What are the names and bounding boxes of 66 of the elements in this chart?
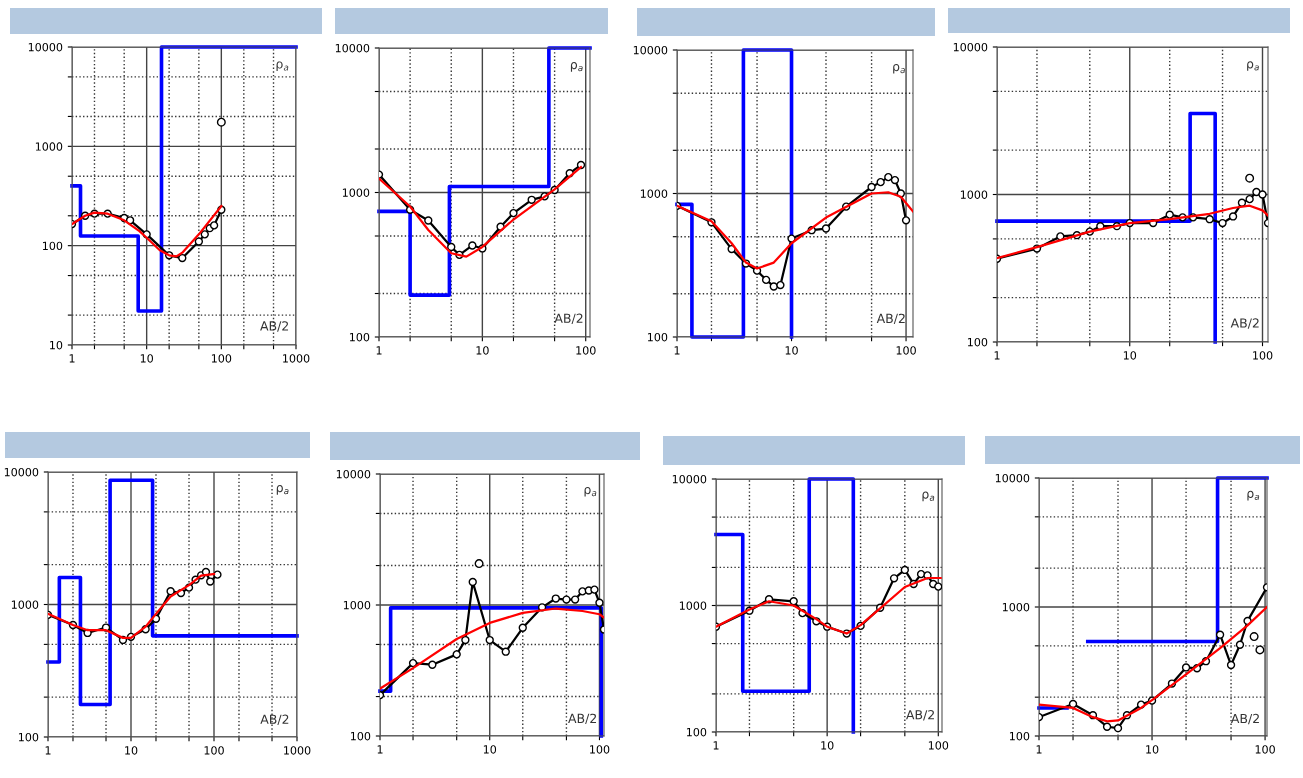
x-tick-label: 1000 (284, 746, 311, 755)
x-tick-label: 10 (1146, 745, 1159, 754)
annotation: AB/2 (906, 710, 934, 721)
y-tick-label: 10000 (336, 469, 371, 479)
y-tick-label: 100 (1009, 731, 1030, 741)
y-tick-label: 100 (349, 332, 370, 342)
x-tick-label: 100 (211, 354, 232, 363)
x-tick-label: 10 (476, 346, 489, 355)
x-tick-label: 10 (125, 746, 138, 755)
annotation: AB/2 (260, 321, 289, 332)
y-tick-label: 100 (967, 337, 988, 347)
annotation: ρ$_{a}$ (1247, 61, 1259, 71)
y-tick-label: 10000 (995, 473, 1030, 483)
x-tick-label: 10 (785, 346, 798, 355)
x-tick-label: 10 (483, 745, 497, 754)
x-tick-label: 10 (821, 741, 834, 750)
y-tick-label: 100 (18, 732, 39, 742)
y-tick-label: 10000 (953, 42, 988, 52)
annotation: AB/2 (554, 313, 583, 324)
annotation: ρ$_{a}$ (1247, 490, 1260, 501)
annotation: AB/2 (568, 713, 597, 725)
annotation: AB/2 (876, 313, 905, 325)
y-tick-label: 1000 (679, 601, 707, 610)
annotation: ρ$_{a}$ (276, 61, 289, 71)
x-tick-label: 1 (1036, 745, 1042, 754)
annotation: ρ$_{a}$ (893, 63, 905, 74)
x-tick-label: 100 (576, 346, 596, 355)
y-tick-label: 1000 (11, 600, 39, 609)
y-tick-label: 1000 (343, 600, 371, 610)
y-tick-label: 1000 (35, 142, 63, 151)
annotation: ρ$_{a}$ (570, 62, 583, 72)
annotation: ρ$_{a}$ (922, 491, 935, 502)
x-tick-label: 1 (69, 354, 75, 363)
annotation: ρ$_{a}$ (276, 485, 289, 495)
x-tick-label: 1 (376, 346, 382, 355)
y-tick-label: 100 (42, 241, 63, 251)
annotation: AB/2 (1230, 713, 1259, 725)
x-tick-label: 1000 (283, 354, 310, 363)
annotation: ρ$_{a}$ (584, 486, 597, 497)
x-tick-label: 1 (45, 746, 51, 755)
annotation: AB/2 (1230, 318, 1259, 329)
y-tick-label: 10000 (4, 467, 39, 477)
x-tick-label: 100 (896, 346, 916, 355)
y-tick-label: 1000 (960, 190, 988, 199)
x-tick-label: 10 (140, 354, 153, 363)
x-tick-label: 1 (713, 741, 719, 750)
x-tick-label: 1 (674, 346, 680, 355)
x-tick-label: 100 (590, 745, 610, 754)
annotation: AB/2 (260, 714, 289, 725)
y-tick-label: 100 (647, 332, 668, 342)
x-tick-label: 10 (1123, 351, 1137, 360)
y-tick-label: 10000 (335, 43, 370, 53)
y-tick-label: 1000 (1002, 602, 1030, 612)
y-tick-label: 1000 (640, 189, 668, 198)
x-tick-label: 100 (204, 746, 224, 755)
x-tick-label: 1 (377, 745, 383, 754)
y-tick-label: 10000 (28, 42, 63, 52)
y-tick-label: 100 (350, 731, 371, 741)
x-tick-label: 100 (1253, 351, 1273, 360)
x-tick-label: 100 (1255, 745, 1275, 754)
y-tick-label: 1000 (342, 188, 370, 197)
x-tick-label: 100 (928, 741, 949, 750)
x-tick-label: 1 (994, 351, 1000, 360)
y-tick-label: 10000 (672, 474, 707, 484)
y-tick-label: 10000 (633, 45, 668, 55)
y-tick-label: 100 (686, 727, 707, 737)
